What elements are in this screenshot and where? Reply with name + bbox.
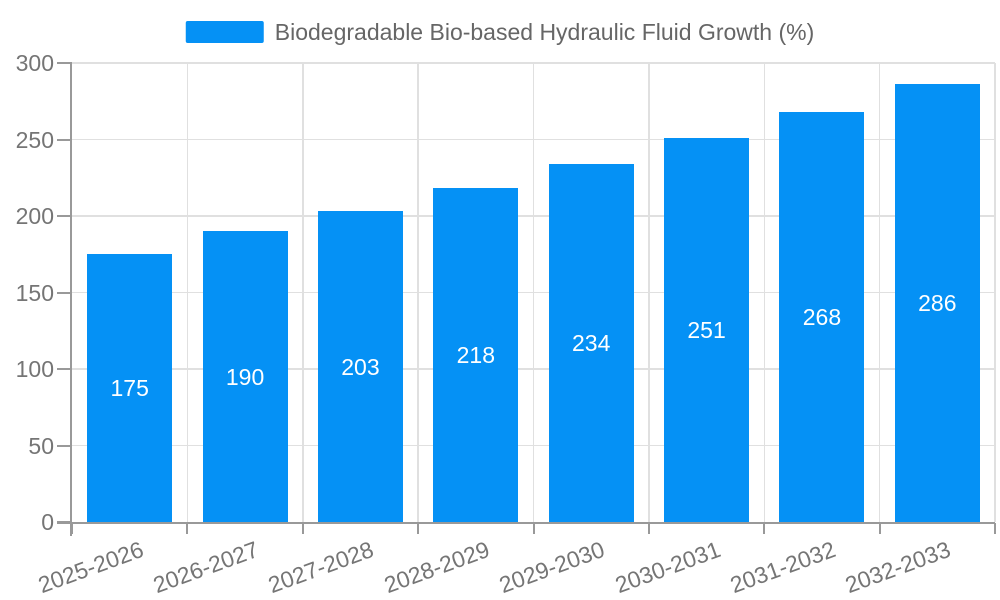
x-axis-tick <box>186 523 189 534</box>
bar[interactable] <box>433 188 519 522</box>
bar[interactable] <box>87 254 173 522</box>
x-axis-tick-label: 2025-2026 <box>34 536 147 599</box>
x-axis-tick-label: 2027-2028 <box>265 536 378 599</box>
x-axis-tick-label: 2030-2031 <box>611 536 724 599</box>
x-gridline <box>417 63 419 522</box>
x-axis-tick <box>301 523 304 534</box>
x-gridline <box>763 63 765 522</box>
bar-value-label: 175 <box>110 375 149 402</box>
x-axis-tick-label: 2031-2032 <box>726 536 839 599</box>
bar-value-label: 190 <box>225 363 265 390</box>
x-gridline <box>186 63 189 522</box>
bar-value-label: 251 <box>687 316 726 343</box>
legend[interactable]: Biodegradable Bio-based Hydraulic Fluid … <box>185 19 815 45</box>
bar-value-label: 203 <box>341 353 380 380</box>
bar-value-label: 286 <box>918 290 957 317</box>
x-axis-tick <box>878 523 881 534</box>
x-gridline <box>532 63 535 522</box>
y-axis-tick <box>57 368 72 370</box>
bar[interactable] <box>779 111 865 522</box>
x-axis-line <box>57 522 995 524</box>
x-axis-tick-label: 2028-2029 <box>380 536 493 599</box>
y-axis-tick <box>57 215 72 217</box>
y-axis-tick-label: 50 <box>28 432 54 459</box>
x-axis-tick <box>647 523 650 534</box>
bar[interactable] <box>664 137 750 522</box>
y-axis-tick <box>57 138 72 141</box>
legend-swatch-icon <box>185 21 264 43</box>
bar-value-label: 268 <box>802 303 842 330</box>
bar[interactable] <box>202 231 288 522</box>
y-axis-tick <box>57 444 72 447</box>
y-axis-tick-label: 300 <box>15 50 54 76</box>
bar-value-label: 218 <box>456 342 495 369</box>
x-axis-tick-label: 2029-2030 <box>495 536 609 599</box>
y-axis-line <box>70 63 72 536</box>
bar[interactable] <box>894 84 980 522</box>
x-axis-tick-label: 2032-2033 <box>841 536 955 599</box>
x-gridline <box>302 63 304 522</box>
x-axis-tick <box>71 523 73 534</box>
x-gridline <box>648 63 650 522</box>
y-axis-tick <box>57 62 72 64</box>
bar[interactable] <box>317 211 403 522</box>
y-axis-tick <box>57 291 72 294</box>
bar[interactable] <box>548 163 634 522</box>
y-axis-tick-label: 250 <box>15 126 54 153</box>
x-gridline <box>878 63 881 522</box>
x-axis-tick <box>417 523 420 534</box>
x-axis-tick <box>994 523 996 534</box>
legend-label: Biodegradable Bio-based Hydraulic Fluid … <box>274 19 815 45</box>
x-axis-tick-label: 2026-2027 <box>149 536 262 599</box>
x-axis-tick <box>532 523 535 534</box>
y-axis-tick-label: 150 <box>15 279 54 306</box>
bar-value-label: 234 <box>572 329 611 356</box>
x-gridline <box>994 63 996 522</box>
y-axis-tick-label: 0 <box>41 509 54 535</box>
y-axis-tick-label: 200 <box>15 203 54 229</box>
x-axis-tick <box>763 523 766 534</box>
y-axis-tick-label: 100 <box>15 356 54 382</box>
